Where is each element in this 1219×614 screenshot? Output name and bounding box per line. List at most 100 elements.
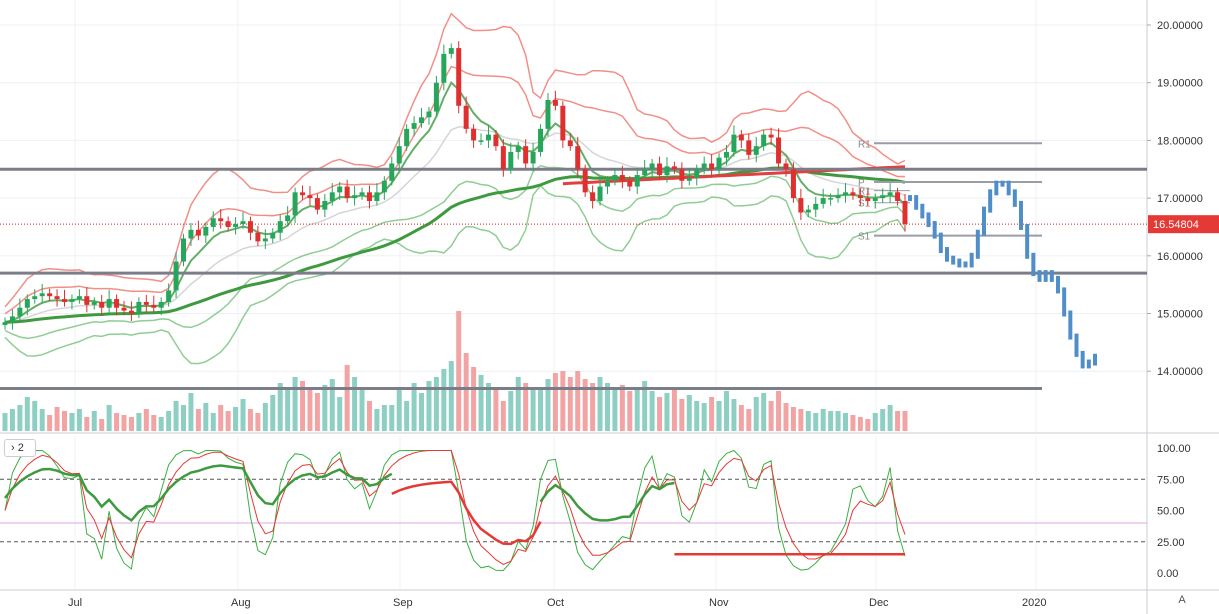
- volume-bar: [768, 401, 774, 431]
- oscillator-tick-label: 25.00: [1157, 537, 1185, 549]
- oscillator-collapse-toggle[interactable]: › 2: [4, 439, 36, 457]
- volume-bar: [716, 401, 722, 431]
- volume-bar: [887, 405, 893, 431]
- projection-bar: [982, 206, 986, 236]
- candle: [441, 53, 447, 83]
- volume-bar: [798, 409, 804, 431]
- volume-bar: [329, 379, 335, 431]
- volume-bar: [441, 369, 447, 431]
- candle: [121, 307, 127, 311]
- candle: [731, 134, 737, 152]
- candle: [880, 195, 886, 199]
- volume-bar: [285, 387, 291, 431]
- oscillator-d-line: [4, 450, 906, 565]
- candle: [277, 221, 283, 233]
- candle: [411, 123, 417, 129]
- projection-bar: [994, 180, 999, 196]
- oscillator-tick-label: 75.00: [1157, 474, 1185, 486]
- volume-bar: [188, 393, 194, 431]
- oscillator-tick-label: 0.00: [1157, 568, 1178, 580]
- candle: [84, 296, 90, 305]
- candle: [307, 195, 313, 199]
- volume-bar: [344, 365, 350, 431]
- candle: [114, 299, 120, 308]
- candle: [523, 146, 529, 164]
- candle: [181, 238, 187, 262]
- candle: [173, 261, 179, 291]
- oscillator-tick-label: 50.00: [1157, 506, 1185, 518]
- auto-scale-button[interactable]: A: [1178, 594, 1186, 606]
- volume-bar: [731, 399, 737, 431]
- candle: [895, 192, 901, 201]
- price-tick-label: 19.00000: [1157, 78, 1203, 90]
- volume-bar: [76, 409, 82, 431]
- volume-bar: [530, 389, 536, 431]
- candle: [337, 186, 343, 193]
- price-tick-label: 15.00000: [1157, 309, 1203, 321]
- candle: [805, 209, 811, 213]
- volume-bar: [114, 413, 120, 431]
- candle: [798, 198, 804, 213]
- candle: [300, 192, 306, 196]
- candle: [508, 151, 514, 170]
- bollinger-lower-outer: [4, 184, 906, 365]
- candle: [39, 293, 45, 297]
- volume-bar: [106, 405, 112, 431]
- candle: [642, 169, 648, 176]
- volume-bar: [850, 415, 856, 431]
- volume-bar: [597, 377, 603, 431]
- volume-bar: [32, 401, 38, 431]
- candle: [887, 192, 893, 196]
- projection-bar: [1012, 189, 1017, 207]
- candle: [240, 221, 246, 225]
- volume-bar: [195, 409, 201, 431]
- projection-bar: [1019, 200, 1023, 230]
- time-tick-label: Oct: [547, 597, 564, 609]
- volume-bar: [322, 385, 328, 431]
- candle: [314, 198, 320, 210]
- volume-bar: [545, 379, 551, 431]
- projection-bar: [1000, 180, 1005, 187]
- projection-bar: [963, 261, 968, 268]
- candle: [136, 301, 142, 314]
- moving-average-fast: [4, 81, 906, 324]
- volume-bar: [426, 381, 432, 431]
- candle: [426, 111, 432, 118]
- oscillator-signal-green-2: [539, 481, 675, 522]
- candle: [128, 310, 134, 314]
- candle: [530, 151, 536, 164]
- candle: [716, 157, 722, 170]
- volume-bar: [560, 371, 566, 431]
- oscillator-signal-red: [391, 480, 542, 546]
- price-tick-label: 14.00000: [1157, 366, 1203, 378]
- volume-bar: [143, 409, 149, 431]
- projection-bar: [1006, 180, 1011, 196]
- candle: [790, 169, 796, 199]
- volume-bar: [657, 397, 663, 431]
- volume-bar: [366, 401, 372, 431]
- volume-bar: [210, 413, 216, 431]
- projection-bar: [1056, 275, 1060, 294]
- volume-bar: [686, 395, 692, 431]
- volume-bar: [9, 409, 15, 431]
- last-price-label: 16.54804: [1153, 219, 1199, 231]
- candle: [381, 180, 387, 193]
- projection-bar: [1037, 270, 1042, 282]
- volume-bar: [91, 411, 97, 431]
- time-tick-label: Nov: [709, 597, 729, 609]
- volume-bar: [575, 371, 581, 431]
- candle: [2, 322, 8, 326]
- candle: [768, 134, 774, 138]
- candle: [292, 192, 298, 216]
- volume-bar: [99, 419, 105, 431]
- volume-bar: [582, 379, 588, 431]
- time-tick-label: Aug: [231, 597, 251, 609]
- volume-bar: [508, 391, 514, 431]
- candle: [54, 296, 60, 300]
- candle: [657, 163, 663, 176]
- price-tick-label: 16.00000: [1157, 251, 1203, 263]
- volume-bar: [456, 311, 462, 431]
- candle: [493, 134, 499, 147]
- volume-bar: [255, 413, 261, 431]
